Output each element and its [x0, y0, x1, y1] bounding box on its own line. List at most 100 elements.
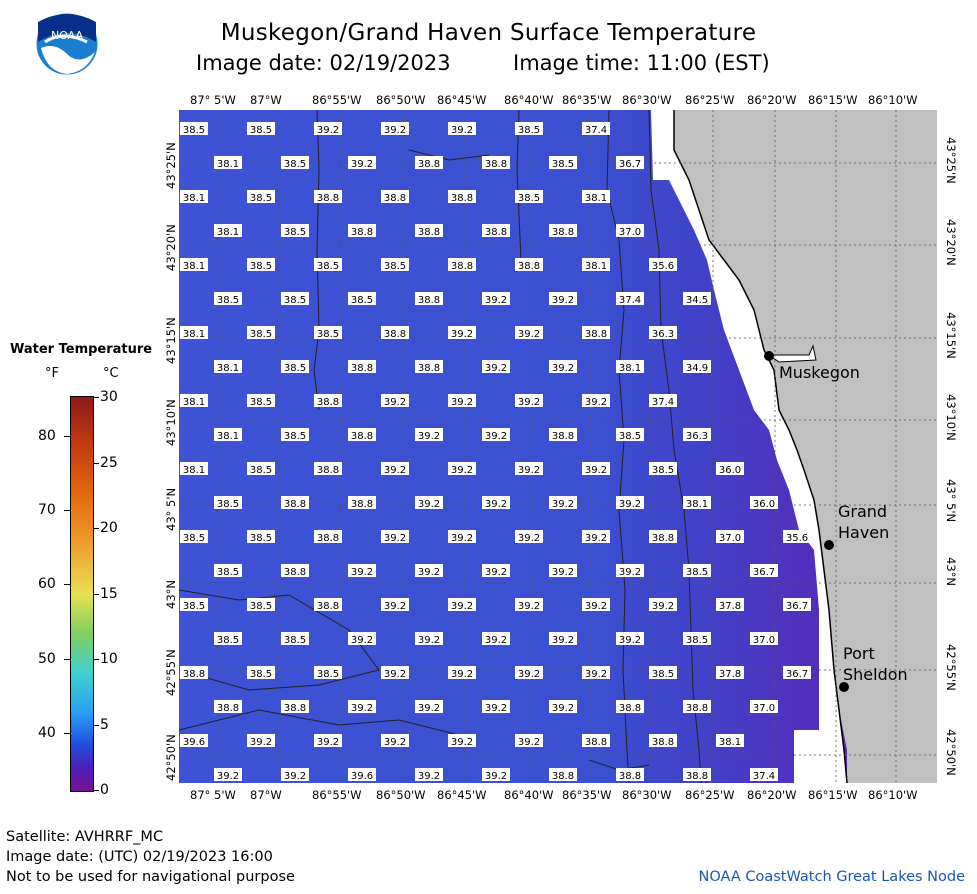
- temperature-value: 39.2: [552, 295, 574, 306]
- cloud-mask: [651, 110, 847, 783]
- temperature-value: 38.8: [619, 703, 641, 714]
- temperature-value: 38.5: [652, 669, 674, 680]
- temperature-value: 37.8: [719, 601, 741, 612]
- temperature-value: 38.8: [552, 771, 574, 782]
- temperature-value: 38.5: [384, 261, 406, 272]
- temperature-value: 38.1: [585, 261, 607, 272]
- temperature-label: 34.5: [683, 292, 711, 306]
- temperature-label: 38.1: [180, 258, 208, 272]
- temperature-value: 38.1: [183, 193, 205, 204]
- temperature-label: 39.2: [448, 530, 476, 544]
- temperature-value: 39.2: [485, 635, 507, 646]
- temperature-value: 39.2: [552, 703, 574, 714]
- temperature-value: 38.5: [250, 465, 272, 476]
- longitude-label: 86°35'W: [562, 788, 612, 802]
- temperature-value: 38.5: [250, 329, 272, 340]
- longitude-label: 87° 5'W: [190, 788, 236, 802]
- temperature-value: 39.2: [351, 635, 373, 646]
- temperature-value: 38.8: [384, 329, 406, 340]
- temperature-label: 39.2: [381, 394, 409, 408]
- temperature-value: 38.1: [719, 737, 741, 748]
- temperature-value: 38.8: [351, 499, 373, 510]
- temperature-label: 38.8: [415, 360, 443, 374]
- legend-tick-celsius: 5: [100, 716, 109, 733]
- temperature-value: 38.8: [686, 703, 708, 714]
- temperature-label: 38.5: [247, 326, 275, 340]
- latitude-label: 43°10'N: [164, 399, 178, 446]
- temperature-value: 39.2: [451, 533, 473, 544]
- temperature-value: 39.2: [418, 771, 440, 782]
- temperature-value: 39.6: [351, 771, 373, 782]
- legend-tick-mark: [93, 724, 99, 726]
- temperature-value: 36.3: [686, 431, 708, 442]
- temperature-label: 38.8: [348, 360, 376, 374]
- longitude-label: 86°35'W: [562, 93, 612, 107]
- longitude-label: 86°50'W: [376, 788, 426, 802]
- temperature-value: 37.0: [619, 227, 641, 238]
- temperature-label: 39.2: [482, 360, 510, 374]
- image-date: Image date: 02/19/2023: [196, 51, 451, 75]
- temperature-label: 38.5: [314, 666, 342, 680]
- temperature-value: 38.5: [217, 295, 239, 306]
- temperature-value: 38.8: [418, 159, 440, 170]
- temperature-value: 38.8: [317, 601, 339, 612]
- longitude-label: 86°30'W: [622, 788, 672, 802]
- temperature-label: 39.2: [515, 462, 543, 476]
- temperature-value: 39.2: [485, 295, 507, 306]
- temperature-label: 39.2: [549, 292, 577, 306]
- temperature-value: 38.5: [317, 669, 339, 680]
- temperature-value: 35.6: [652, 261, 674, 272]
- temperature-label: 37.4: [616, 292, 644, 306]
- temperature-value: 39.2: [518, 533, 540, 544]
- temperature-label: 38.8: [314, 462, 342, 476]
- temperature-value: 34.9: [686, 363, 708, 374]
- temperature-value: 39.2: [351, 703, 373, 714]
- temperature-value: 39.2: [585, 397, 607, 408]
- temperature-label: 39.2: [348, 156, 376, 170]
- latitude-label: 43°25'N: [944, 137, 958, 184]
- temperature-value: 38.1: [217, 227, 239, 238]
- legend-tick-mark: [64, 733, 70, 734]
- temperature-label: 38.8: [582, 326, 610, 340]
- temperature-value: 38.8: [317, 533, 339, 544]
- longitude-label: 86°10'W: [868, 93, 918, 107]
- temperature-value: 39.2: [418, 703, 440, 714]
- temperature-value: 39.2: [384, 397, 406, 408]
- temperature-value: 37.4: [652, 397, 674, 408]
- temperature-label: 39.2: [448, 462, 476, 476]
- temperature-label: 39.2: [448, 598, 476, 612]
- longitude-label: 87°W: [250, 788, 282, 802]
- temperature-value: 36.0: [719, 465, 741, 476]
- temperature-label: 38.8: [549, 768, 577, 782]
- temperature-label: 35.6: [649, 258, 677, 272]
- longitude-label: 86°45'W: [437, 788, 487, 802]
- legend-tick-mark: [93, 397, 99, 398]
- temperature-label: 39.2: [582, 394, 610, 408]
- temperature-value: 38.5: [317, 329, 339, 340]
- longitude-label: 86°25'W: [685, 788, 735, 802]
- city-marker-muskegon: [764, 351, 774, 361]
- longitude-label: 86°45'W: [437, 93, 487, 107]
- temperature-value: 38.5: [183, 601, 205, 612]
- temperature-label: 38.5: [281, 428, 309, 442]
- temperature-labels: 38.5 38.5 39.2 39.2 39.2 38.5 37.4 38.1 38.5 39.2…: [180, 122, 811, 782]
- latitude-label: 43°15'N: [944, 312, 958, 359]
- temperature-label: 39.2: [415, 496, 443, 510]
- latitude-label: 43°N: [944, 557, 958, 586]
- temperature-label: 38.8: [281, 700, 309, 714]
- temperature-label: 39.2: [649, 598, 677, 612]
- temperature-value: 38.8: [351, 431, 373, 442]
- temperature-value: 38.8: [585, 329, 607, 340]
- temperature-value: 39.2: [418, 431, 440, 442]
- longitude-label: 86°15'W: [808, 788, 858, 802]
- legend-tick-fahrenheit: 40: [38, 725, 56, 741]
- temperature-label: 38.5: [515, 190, 543, 204]
- temperature-value: 38.5: [250, 193, 272, 204]
- temperature-value: 38.5: [250, 533, 272, 544]
- legend-tick-mark: [64, 436, 70, 437]
- temperature-label: 38.5: [247, 530, 275, 544]
- temperature-value: 39.2: [585, 533, 607, 544]
- footer-utc-date: Image date: (UTC) 02/19/2023 16:00: [6, 849, 273, 865]
- temperature-value: 38.8: [485, 159, 507, 170]
- temperature-label: 38.8: [683, 768, 711, 782]
